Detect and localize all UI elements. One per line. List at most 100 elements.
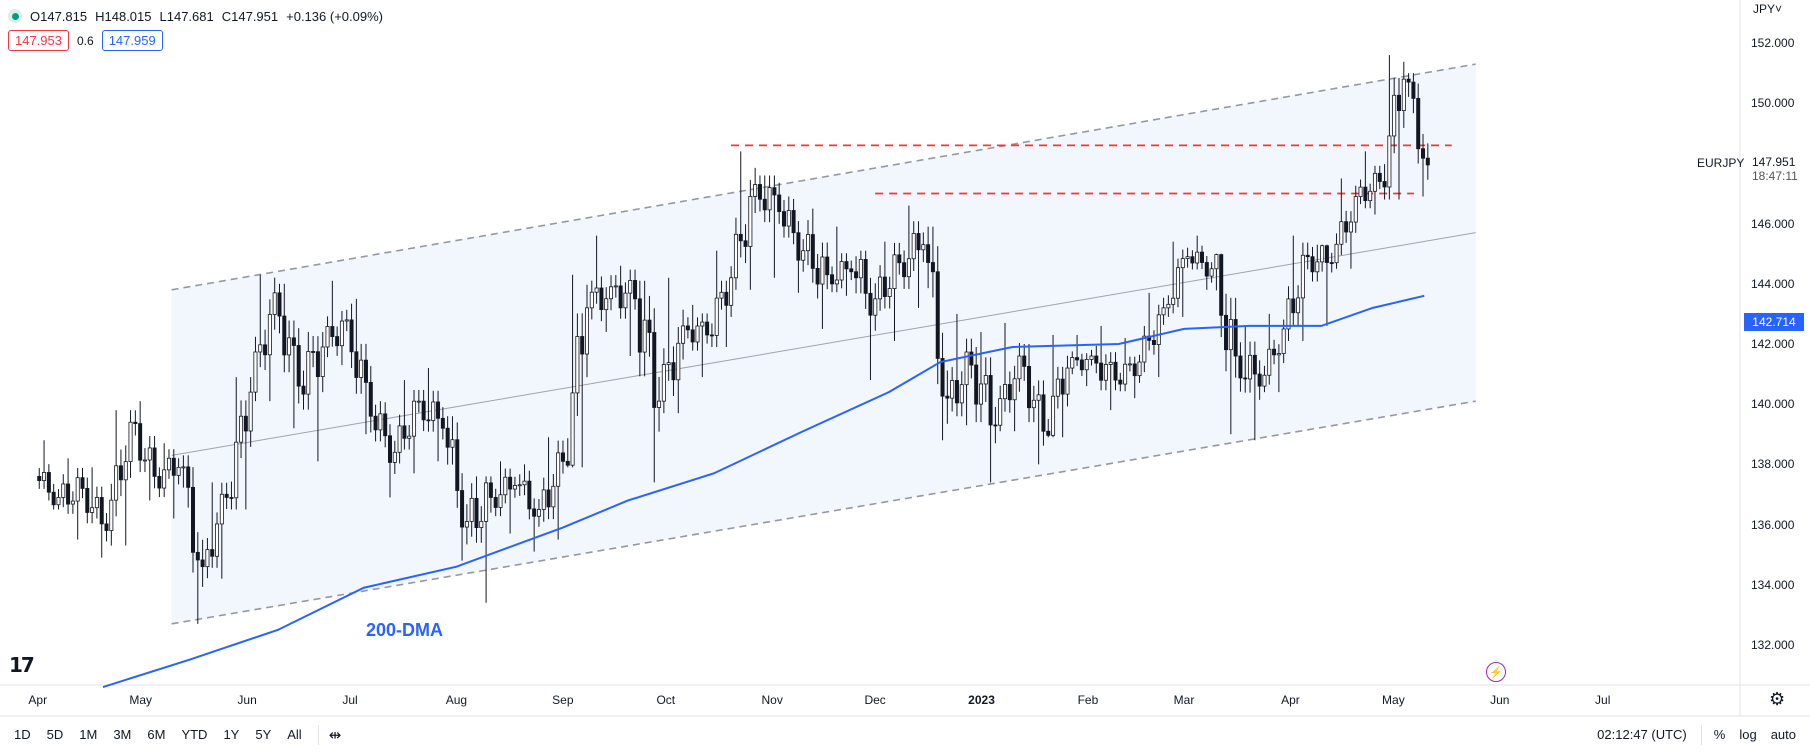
range-button-3m[interactable]: 3M [113,727,132,742]
clock-time[interactable]: 02:12:47 (UTC) [1597,727,1687,742]
candle-down [210,549,215,557]
currency-selector[interactable]: JPY˅ [1753,2,1782,16]
candle-up [431,401,436,421]
range-button-5d[interactable]: 5D [46,727,64,742]
gear-icon[interactable]: ⚙ [1769,689,1786,709]
candle-down [724,291,729,306]
candle-down [1204,262,1209,277]
y-axis-label: 150.000 [1751,96,1795,111]
candle-down [1416,97,1421,150]
candle-down [1252,354,1257,375]
candle-down [988,375,993,426]
calendar-range-icon[interactable]: ⇹ [328,726,342,744]
candle-up [695,325,700,343]
candle-down [637,298,642,353]
candle-up [94,497,99,509]
candle-down [383,413,388,437]
candle-up [714,297,719,336]
candle-up [1175,267,1180,299]
candle-up [906,258,911,278]
candle-up [1031,399,1036,409]
candle-up [320,346,325,378]
auto-scale-toggle[interactable]: auto [1770,727,1796,742]
candle-up [1339,221,1344,245]
candle-down [1046,430,1051,436]
log-scale-toggle[interactable]: log [1739,727,1757,742]
range-button-5y[interactable]: 5Y [255,727,272,742]
candle-up [681,325,686,344]
candle-up [42,472,47,481]
candle-up [176,466,181,476]
candle-up [623,292,628,309]
x-axis-label: Aug [445,693,468,707]
candle-up [820,256,825,285]
range-button-1m[interactable]: 1M [79,727,98,742]
candle-down [546,489,551,508]
candle-down [897,254,902,264]
candle-up [181,466,186,469]
candle-down [940,358,945,397]
candle-down [157,475,162,489]
candle-down [421,400,426,421]
range-button-6m[interactable]: 6M [147,727,166,742]
candle-up [1334,243,1339,264]
candle-down [1075,357,1080,361]
y-axis-label: 144.000 [1751,276,1795,291]
candle-down [1243,377,1248,380]
candle-down [1344,221,1349,233]
candle-down [363,359,368,383]
ma-price-tag: 142.714 [1744,313,1804,332]
tradingview-logo[interactable]: 17 [9,653,35,677]
y-axis-label: 134.000 [1751,577,1795,592]
candle-down [99,497,104,525]
candle-up [570,392,575,466]
candle-up [1156,314,1161,345]
channel-upper-line [171,63,1476,291]
range-button-all[interactable]: All [287,727,302,742]
sell-button[interactable]: 147.953 [8,30,69,51]
candle-down [647,319,652,333]
candle-up [512,485,517,490]
candle-down [844,261,849,270]
candle-up [479,520,484,529]
range-button-1y[interactable]: 1Y [223,727,240,742]
candle-down [224,493,229,498]
candle-down [757,184,762,200]
candle-down [1291,298,1296,314]
range-button-ytd[interactable]: YTD [181,727,208,742]
candle-down [882,276,887,297]
candle-up [75,477,80,502]
candle-down [46,472,51,493]
candle-down [1190,256,1195,264]
candle-down [460,490,465,528]
candle-up [613,285,618,288]
candle-down [1224,314,1229,351]
y-axis-label: 138.000 [1751,457,1795,472]
ohlc-legend: O147.815 H148.015 L147.681 C147.951 +0.1… [8,6,383,26]
candle-down [1099,362,1104,381]
candle-up [959,384,964,404]
candle-up [272,292,277,315]
candle-down [229,497,234,499]
lightning-icon[interactable]: ⚡ [1486,662,1506,682]
candle-up [676,342,681,381]
candle-up [339,320,344,347]
candle-up [1387,135,1392,188]
x-axis-label: May [129,693,153,707]
candle-down [455,439,460,491]
percent-scale-toggle[interactable]: % [1713,727,1726,742]
candle-up [219,493,224,525]
x-axis-label: Feb [1077,693,1099,707]
candle-down [709,334,714,337]
candle-down [926,244,931,263]
candle-up [657,400,662,408]
range-button-1d[interactable]: 1D [14,727,31,742]
candle-up [1392,94,1397,137]
candle-down [1233,319,1238,357]
candle-up [839,261,844,281]
candle-up [1281,328,1286,355]
candle-down [373,415,378,431]
candle-up [628,280,633,294]
buy-button[interactable]: 147.959 [101,30,163,51]
